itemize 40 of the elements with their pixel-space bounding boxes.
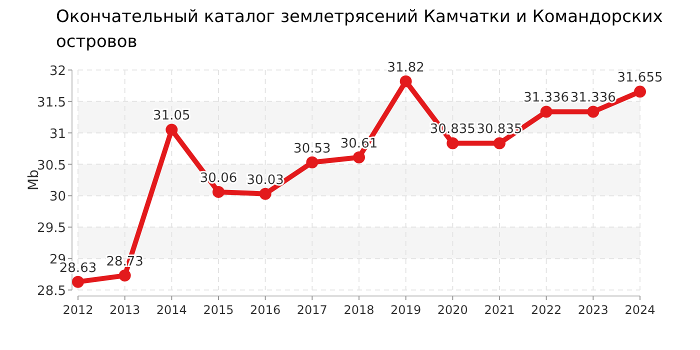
y-tick-label: 31: [49, 126, 66, 142]
point: [587, 106, 600, 118]
point: [634, 86, 646, 98]
data-label: 31.05: [153, 108, 190, 124]
x-tick-label: 2023: [578, 303, 608, 317]
point: [72, 276, 84, 288]
data-label: 31.82: [387, 60, 424, 76]
x-tick-label: 2015: [203, 303, 234, 317]
x-tick-label: 2022: [531, 303, 562, 317]
x-tick-label: 2014: [156, 303, 187, 317]
y-tick-label: 29.5: [37, 221, 66, 236]
x-tick-label: 2012: [62, 303, 94, 317]
x-tick-label: 2016: [250, 303, 281, 317]
point: [118, 270, 131, 282]
point: [259, 188, 272, 200]
point: [353, 151, 365, 164]
point: [446, 137, 459, 150]
data-label: 31.336: [524, 90, 570, 106]
point: [166, 124, 178, 136]
point: [212, 186, 224, 198]
x-tick-label: 2018: [344, 303, 374, 317]
y-tick-label: 28.5: [37, 284, 66, 299]
point: [306, 156, 318, 168]
y-tick-label: 32: [49, 64, 66, 79]
data-label: 30.03: [246, 172, 284, 188]
x-tick-label: 2019: [390, 303, 422, 317]
x-tick-label: 2024: [624, 303, 656, 317]
y-tick-label: 30: [49, 190, 66, 205]
y-tick-label: 31.5: [37, 95, 66, 110]
x-tick-label: 2017: [296, 303, 328, 317]
point: [400, 75, 412, 88]
x-tick-label: 2021: [484, 303, 515, 317]
data-label: 31.655: [617, 70, 663, 86]
point: [494, 137, 506, 150]
chart-title: Окончательный каталог землетрясений Камчатки и Командорских островов: [56, 7, 663, 52]
point: [540, 106, 552, 118]
data-label: 31.336: [570, 90, 616, 106]
x-tick-label: 2013: [110, 303, 140, 317]
data-label: 30.53: [294, 141, 331, 156]
x-tick-label: 2020: [437, 303, 468, 317]
